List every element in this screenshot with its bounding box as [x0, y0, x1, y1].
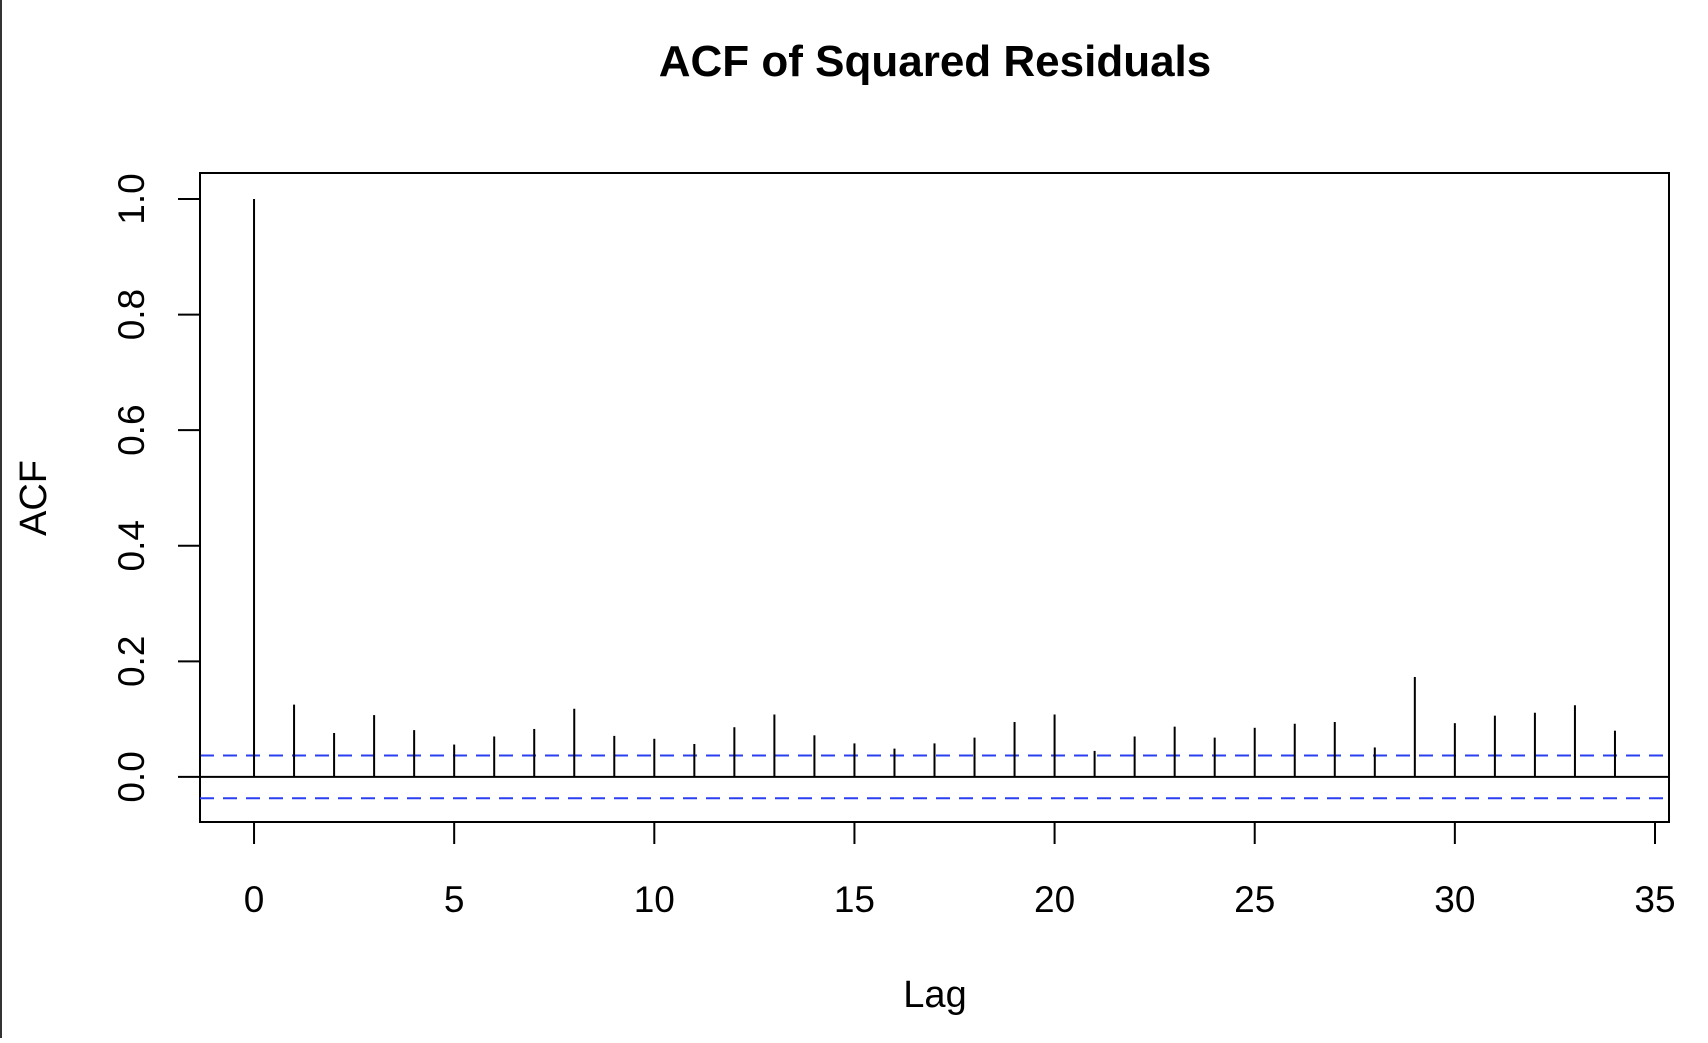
y-tick-label-5: 1.0 — [111, 173, 152, 224]
y-tick-label-2: 0.4 — [111, 520, 152, 571]
x-tick-label-5: 5 — [444, 879, 465, 920]
chart-title: ACF of Squared Residuals — [659, 37, 1212, 86]
plot-marks — [200, 199, 1669, 800]
y-tick-label-1: 0.2 — [111, 636, 152, 687]
x-tick-label-10: 10 — [634, 879, 675, 920]
x-tick-label-0: 0 — [244, 879, 265, 920]
y-tick-label-3: 0.6 — [111, 404, 152, 455]
x-tick-label-30: 30 — [1434, 879, 1475, 920]
x-axis-title: Lag — [903, 974, 966, 1016]
x-tick-label-25: 25 — [1234, 879, 1275, 920]
x-tick-label-20: 20 — [1034, 879, 1075, 920]
axes: 0 5 10 15 20 25 30 35 0.0 0.2 0.4 0.6 0.8 1.0 — [111, 173, 1676, 920]
x-tick-label-35: 35 — [1634, 879, 1675, 920]
y-axis-title: ACF — [13, 460, 55, 536]
y-tick-label-4: 0.8 — [111, 289, 152, 340]
x-tick-label-15: 15 — [834, 879, 875, 920]
y-tick-label-0: 0.0 — [111, 751, 152, 802]
